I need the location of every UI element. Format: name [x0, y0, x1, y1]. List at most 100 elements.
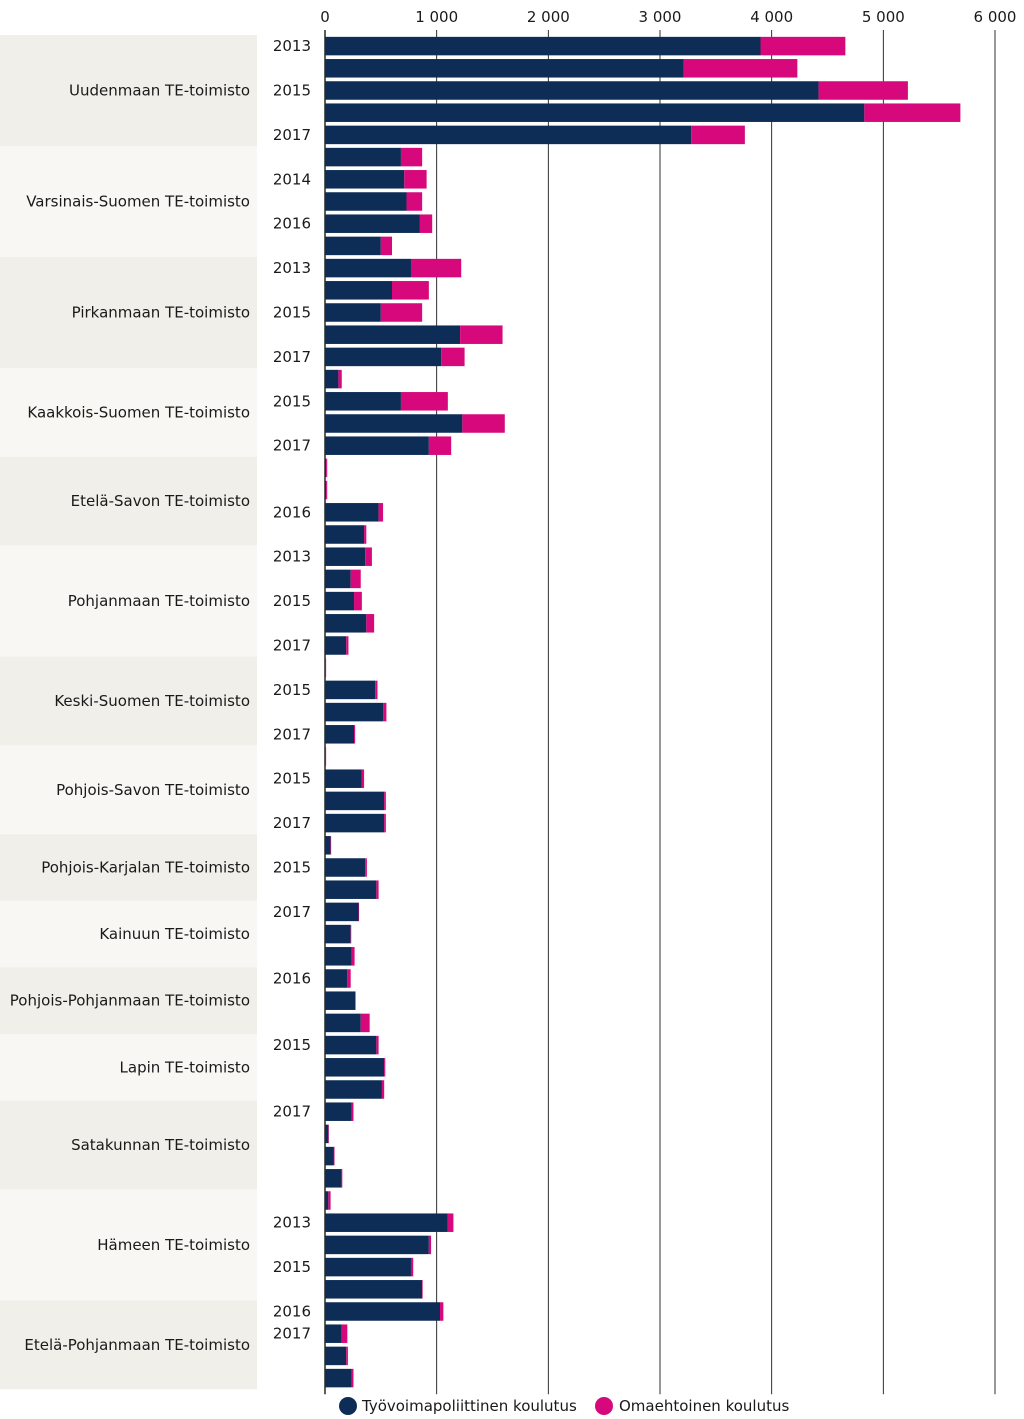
x-tick-label: 0 — [320, 8, 330, 26]
year-label: 2013 — [273, 1214, 311, 1232]
legend-omaehtoinen-label: Omaehtoinen koulutus — [619, 1397, 789, 1415]
bar-tyovoimapoliittinen — [325, 480, 327, 500]
bar-tyovoimapoliittinen — [325, 458, 327, 478]
year-label: 2017 — [273, 126, 311, 144]
x-tick-label: 6 000 — [974, 8, 1017, 26]
bar-tyovoimapoliittinen — [325, 725, 355, 744]
bar-omaehtoinen — [360, 1013, 370, 1033]
bar-tyovoimapoliittinen — [325, 59, 684, 78]
row-band — [0, 368, 257, 457]
bar-tyovoimapoliittinen — [325, 281, 392, 300]
bar-tyovoimapoliittinen — [325, 991, 356, 1010]
bar-omaehtoinen — [325, 658, 327, 677]
bar-omaehtoinen — [326, 458, 328, 478]
year-label: 2015 — [273, 304, 311, 322]
bar-omaehtoinen — [351, 1102, 354, 1121]
bar-tyovoimapoliittinen — [325, 1146, 334, 1166]
bar-tyovoimapoliittinen — [325, 1124, 329, 1144]
bar-tyovoimapoliittinen — [325, 103, 865, 122]
bar-tyovoimapoliittinen — [325, 192, 407, 211]
year-label: 2015 — [273, 82, 311, 100]
row-band — [0, 257, 257, 368]
bar-tyovoimapoliittinen — [325, 436, 429, 455]
bar-omaehtoinen — [365, 547, 372, 566]
bar-omaehtoinen — [376, 1035, 379, 1055]
bar-omaehtoinen — [376, 880, 379, 899]
bar-omaehtoinen — [384, 813, 386, 833]
bar-omaehtoinen — [406, 192, 423, 211]
bar-tyovoimapoliittinen — [325, 170, 405, 189]
office-label: Keski-Suomen TE-toimisto — [54, 692, 250, 710]
bar-omaehtoinen — [354, 591, 362, 611]
year-label: 2013 — [273, 259, 311, 277]
bar-tyovoimapoliittinen — [325, 1035, 377, 1055]
bar-tyovoimapoliittinen — [325, 680, 376, 700]
bar-omaehtoinen — [428, 1235, 432, 1255]
bar-omaehtoinen — [350, 569, 361, 589]
bar-omaehtoinen — [358, 902, 360, 922]
bar-omaehtoinen — [378, 503, 384, 522]
bar-tyovoimapoliittinen — [325, 902, 359, 922]
row-band — [0, 745, 257, 835]
bar-tyovoimapoliittinen — [325, 125, 692, 145]
bar-omaehtoinen — [381, 1080, 385, 1099]
bar-tyovoimapoliittinen — [325, 147, 401, 167]
office-label: Kaakkois-Suomen TE-toimisto — [27, 403, 250, 421]
bar-tyovoimapoliittinen — [325, 791, 385, 811]
office-label: Etelä-Pohjanmaan TE-toimisto — [24, 1336, 250, 1354]
bar-tyovoimapoliittinen — [325, 1169, 342, 1188]
year-label: 2017 — [273, 437, 311, 455]
bar-omaehtoinen — [351, 1368, 354, 1388]
bar-omaehtoinen — [383, 702, 387, 722]
labels: Uudenmaan TE-toimisto 2013 2015 2017 Varsina… — [10, 8, 1017, 1354]
bar-tyovoimapoliittinen — [325, 1191, 329, 1210]
year-label: 2015 — [273, 592, 311, 610]
bar-omaehtoinen — [460, 325, 503, 344]
bars — [325, 36, 961, 1388]
bar-omaehtoinen — [347, 969, 351, 988]
row-band — [0, 456, 257, 546]
year-label: 2017 — [273, 903, 311, 921]
bar-omaehtoinen — [410, 258, 462, 278]
bar-omaehtoinen — [400, 392, 448, 411]
row-band — [0, 656, 257, 746]
year-label: 2017 — [273, 1325, 311, 1343]
x-tick-label: 1 000 — [415, 8, 458, 26]
bar-tyovoimapoliittinen — [325, 702, 384, 722]
bar-tyovoimapoliittinen — [325, 658, 326, 677]
bar-tyovoimapoliittinen — [325, 591, 355, 611]
bar-tyovoimapoliittinen — [325, 1302, 441, 1321]
bar-omaehtoinen — [384, 1058, 386, 1077]
x-tick-label: 4 000 — [750, 8, 793, 26]
legend: Työvoimapoliittinen koulutus Omaehtoinen … — [339, 1397, 789, 1415]
bar-tyovoimapoliittinen — [325, 1280, 423, 1299]
bar-tyovoimapoliittinen — [325, 836, 331, 855]
bar-tyovoimapoliittinen — [325, 1346, 347, 1366]
bar-tyovoimapoliittinen — [325, 1324, 342, 1343]
year-label: 2017 — [273, 725, 311, 743]
office-label: Pirkanmaan TE-toimisto — [72, 304, 250, 322]
bar-omaehtoinen — [346, 1346, 348, 1366]
row-band — [0, 834, 257, 901]
year-label: 2015 — [273, 859, 311, 877]
bar-omaehtoinen — [328, 1124, 329, 1144]
bar-omaehtoinen — [365, 858, 367, 877]
bar-tyovoimapoliittinen — [325, 392, 401, 411]
bar-omaehtoinen — [447, 1213, 454, 1232]
row-band — [0, 545, 257, 657]
year-label: 2015 — [273, 681, 311, 699]
bar-tyovoimapoliittinen — [325, 414, 463, 433]
bar-omaehtoinen — [355, 991, 356, 1010]
x-tick-label: 3 000 — [639, 8, 682, 26]
office-label: Satakunnan TE-toimisto — [71, 1136, 250, 1154]
bar-omaehtoinen — [760, 36, 846, 56]
bar-tyovoimapoliittinen — [325, 969, 348, 988]
year-label: 2017 — [273, 637, 311, 655]
year-label: 2016 — [273, 503, 311, 521]
row-bands — [0, 35, 257, 1390]
office-label: Hämeen TE-toimisto — [97, 1236, 250, 1254]
bar-tyovoimapoliittinen — [325, 947, 352, 966]
bar-omaehtoinen — [330, 836, 332, 855]
bar-omaehtoinen — [422, 1280, 423, 1299]
bar-tyovoimapoliittinen — [325, 636, 347, 655]
